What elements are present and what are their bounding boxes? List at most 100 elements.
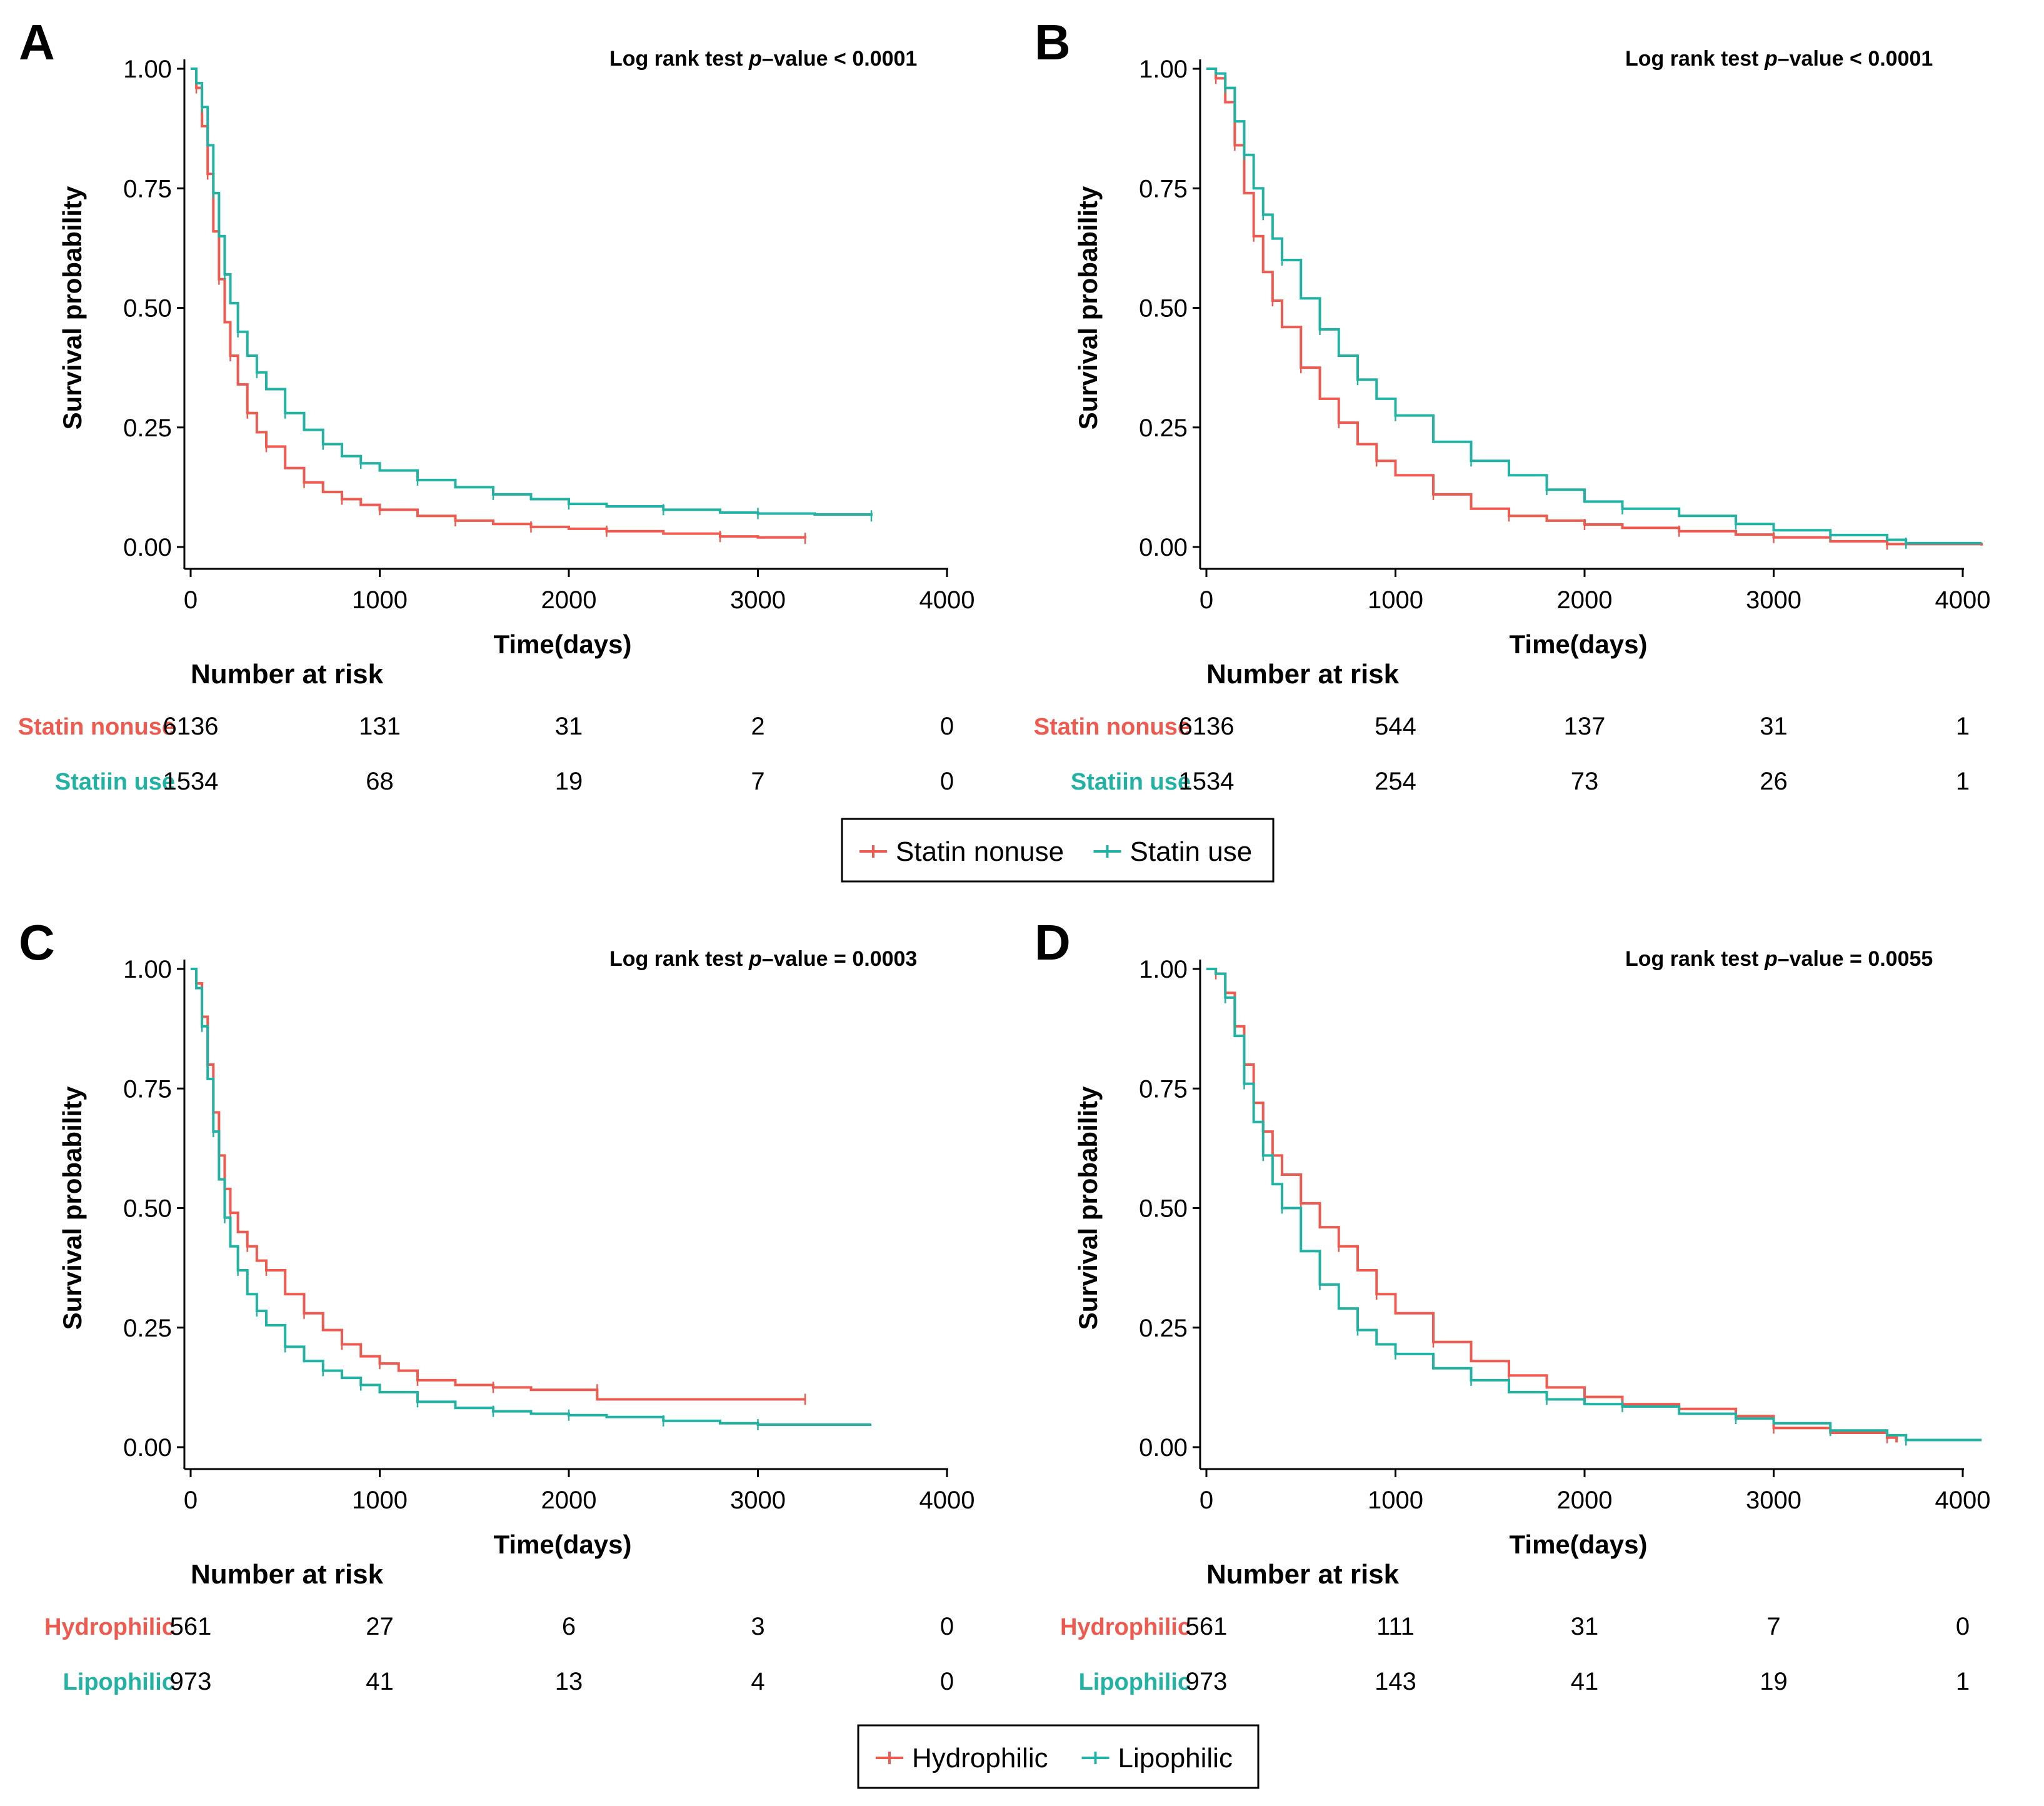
annotation-part: p: [748, 947, 762, 971]
risk-count: 544: [1375, 713, 1416, 740]
y-tick-label: 0.00: [123, 534, 172, 561]
annotation-part: –value = 0.0003: [762, 947, 918, 971]
risk-count: 2: [751, 713, 764, 740]
risk-count: 0: [940, 1668, 954, 1695]
x-axis-title: Time(days): [1510, 630, 1648, 659]
risk-count: 31: [555, 713, 583, 740]
risk-count: 6136: [1179, 713, 1235, 740]
y-tick-label: 0.00: [1139, 534, 1188, 561]
panel-label: A: [19, 14, 55, 70]
y-axis-title: Survival probability: [58, 186, 87, 429]
risk-count: 73: [1571, 768, 1599, 795]
y-tick-label: 1.00: [123, 56, 172, 83]
y-tick-label: 0.50: [1139, 1195, 1188, 1223]
risk-count: 6136: [163, 713, 219, 740]
risk-count: 13: [555, 1668, 583, 1695]
risk-table-title: Number at risk: [191, 1559, 384, 1590]
x-tick-label: 4000: [919, 1487, 975, 1514]
risk-row-label: Lipophilic: [63, 1669, 175, 1695]
annotation-part: Log rank test: [1625, 47, 1765, 71]
panel-a: A Log rank test p–value < 0.0001 0.00 0.25 0…: [18, 14, 975, 795]
x-tick-label: 3000: [1746, 1487, 1801, 1514]
y-tick-label: 0.75: [123, 1075, 172, 1103]
y-tick-label: 0.50: [123, 1195, 172, 1223]
annotation-part: p: [748, 47, 762, 71]
x-tick-label: 0: [184, 586, 198, 614]
legend-label: Lipophilic: [1118, 1743, 1233, 1773]
y-tick-label: 0.50: [1139, 295, 1188, 323]
x-tick-label: 4000: [1935, 586, 1991, 614]
panel-d: D Log rank test p–value = 0.0055 0.00 0.25 0…: [1035, 915, 1990, 1695]
risk-table-title: Number at risk: [1206, 1559, 1400, 1590]
log-rank-annotation: Log rank test p–value = 0.0003: [609, 947, 917, 971]
annotation-part: Log rank test: [609, 47, 749, 71]
panel-label: C: [19, 915, 55, 970]
x-tick-label: 1000: [352, 586, 408, 614]
annotation-part: Log rank test: [609, 947, 749, 971]
y-tick-label: 0.25: [123, 1315, 172, 1342]
risk-count: 27: [366, 1613, 394, 1640]
risk-count: 137: [1564, 713, 1606, 740]
risk-count: 1534: [1179, 768, 1235, 795]
risk-count: 0: [1956, 1613, 1970, 1640]
risk-count: 973: [1186, 1668, 1228, 1695]
curve-lipophilic: [1206, 968, 1982, 1442]
x-tick-label: 0: [1200, 586, 1213, 614]
x-axis-title: Time(days): [494, 630, 632, 659]
risk-row-label: Hydrophilic: [1060, 1614, 1191, 1640]
legend-frame: [857, 1724, 1260, 1789]
y-tick-label: 1.00: [123, 956, 172, 983]
x-tick-label: 1000: [1368, 586, 1423, 614]
x-tick-label: 1000: [352, 1487, 408, 1514]
panel-label: D: [1035, 915, 1071, 970]
risk-count: 7: [751, 768, 764, 795]
legend-label: Statin use: [1130, 836, 1253, 867]
risk-row-label: Statin nonuse: [18, 714, 175, 740]
annotation-part: –value < 0.0001: [1778, 47, 1933, 71]
curve-hydrophilic: [1206, 968, 1898, 1443]
annotation-part: –value = 0.0055: [1778, 947, 1933, 971]
x-tick-label: 4000: [919, 586, 975, 614]
risk-count: 561: [170, 1613, 212, 1640]
risk-row-label: Statiin use: [1071, 769, 1191, 795]
risk-count: 561: [1186, 1613, 1228, 1640]
x-tick-label: 2000: [541, 1487, 597, 1514]
y-tick-label: 0.50: [123, 295, 172, 323]
x-tick-label: 0: [1200, 1487, 1213, 1514]
legend-key-lipophilic: [1081, 1752, 1110, 1764]
y-tick-label: 1.00: [1139, 956, 1188, 983]
risk-count: 19: [1760, 1668, 1788, 1695]
x-axis-title: Time(days): [494, 1530, 632, 1559]
risk-table-title: Number at risk: [191, 659, 384, 690]
risk-count: 31: [1760, 713, 1788, 740]
legend-frame: [841, 818, 1275, 883]
risk-count: 131: [359, 713, 401, 740]
risk-row-label: Hydrophilic: [44, 1614, 175, 1640]
y-tick-label: 0.25: [123, 414, 172, 442]
risk-count: 31: [1571, 1613, 1599, 1640]
curve-statin-nonuse: [1206, 68, 1983, 546]
risk-count: 1: [1956, 1668, 1970, 1695]
y-axis-title: Survival probability: [1073, 1086, 1103, 1330]
risk-count: 7: [1766, 1613, 1780, 1640]
log-rank-annotation: Log rank test p–value < 0.0001: [1625, 47, 1933, 71]
legend-label: Hydrophilic: [912, 1743, 1048, 1773]
censor-marks: [195, 82, 806, 544]
censor-marks: [195, 977, 806, 1405]
censor-marks: [201, 101, 873, 522]
censor-marks: [1215, 968, 1888, 1443]
risk-count: 41: [1571, 1668, 1599, 1695]
y-tick-label: 0.25: [1139, 414, 1188, 442]
curve-statin-use: [1206, 68, 1982, 544]
risk-count: 68: [366, 768, 394, 795]
y-tick-label: 0.75: [1139, 175, 1188, 203]
y-tick-label: 1.00: [1139, 56, 1188, 83]
annotation-part: Log rank test: [1625, 947, 1765, 971]
risk-row-label: Lipophilic: [1079, 1669, 1191, 1695]
curve-statin-nonuse: [191, 68, 807, 539]
risk-count: 254: [1375, 768, 1416, 795]
risk-table-title: Number at risk: [1206, 659, 1400, 690]
risk-count: 0: [940, 768, 954, 795]
y-tick-label: 0.00: [123, 1434, 172, 1462]
